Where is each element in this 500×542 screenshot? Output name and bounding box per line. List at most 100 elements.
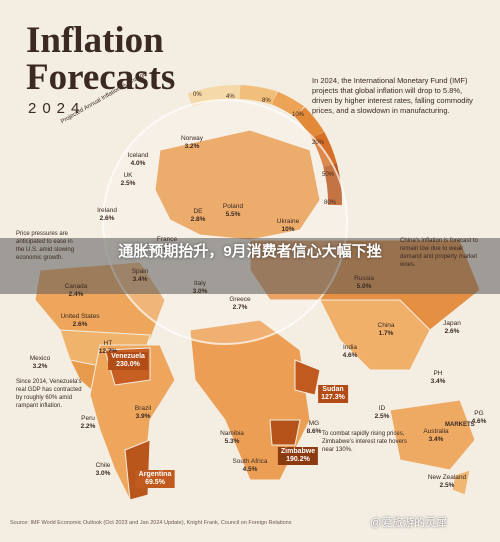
country-value: 3.2% [184,142,200,150]
country-name: UK [123,172,133,179]
country-value: 2.5% [374,412,390,420]
country-label: New Zealand 2.5% [428,474,466,489]
watermark: @爱旅游的灵犀 [370,517,448,529]
country-name: Sudan [322,386,344,393]
country-name: Iceland [127,152,149,159]
country-name: Argentina [138,471,172,478]
country-label: Poland 5.5% [223,203,243,218]
country-label: ID 2.5% [375,405,390,420]
country-label: PG 4.6% [472,410,487,425]
scale-arc [187,84,343,206]
country-label: HT 12.7% [99,340,117,355]
country-value: 2.5% [120,179,136,187]
country-name: China [377,322,395,329]
country-label: Greece 2.7% [229,296,250,311]
country-name: Ukraine [276,218,300,225]
country-label: Norway 3.2% [181,135,203,150]
country-value: 2.6% [444,327,460,335]
country-label: China 1.7% [378,322,395,337]
caption: 通胀预期抬升，9月消费者信心大幅下挫 [118,243,382,260]
country-value: 8.6% [306,427,322,435]
country-name: France [156,236,178,243]
caption-band [0,238,500,294]
country-value: 3.4% [132,275,148,283]
country-name: Japan [443,320,461,327]
country-name: Canada [64,283,88,290]
country-value: 1.7% [378,329,394,337]
country-value: 3.0% [192,287,208,295]
country-value: 3.9% [135,412,151,420]
country-name: Spain [131,268,149,275]
country-name: Norway [180,135,204,142]
country-name: HT [103,340,113,347]
country-value: 2.4% [68,290,84,298]
country-name: Mexico [29,355,51,362]
country-value: 12.7% [98,347,118,355]
country-name: Greece [229,296,251,303]
country-name: Italy [194,280,206,287]
overlay-circle [102,99,348,345]
country-name: Australia [423,428,449,435]
country-value: 3.0% [95,469,111,477]
country-value: 4.6% [342,351,358,359]
country-name: Poland [222,203,244,210]
country-label: Zimbabwe 190.2% [277,447,319,465]
scale-tick: 20% [312,140,325,146]
country-label: South Africa 4.5% [232,458,267,473]
country-name: United States [60,313,100,320]
country-label: DE 2.8% [191,208,206,223]
country-value: 230.0% [116,361,140,368]
country-label: Australia 3.4% [423,428,448,443]
country-name: New Zealand [427,474,467,481]
country-label: Spain 3.4% [132,268,149,283]
country-label: Russia 5.0% [354,275,374,290]
country-label: Peru 2.2% [81,415,96,430]
country-value: 3.2% [32,362,48,370]
country-label: Ukraine 10% [277,218,299,233]
country-label: France 2.5% [157,236,177,251]
year: 2024 [28,100,86,117]
country-value: 2.5% [439,481,455,489]
source: Source: IMF World Economic Outlook (Oct … [10,520,292,526]
country-label: Italy 3.0% [193,280,208,295]
note: To combat rapidly rising prices, Zimbabw… [322,431,407,453]
country-value: 4.5% [242,465,258,473]
country-value: 5.5% [225,210,241,218]
note: Since 2014, Venezuela's real GDP has con… [16,379,82,409]
country-value: 4.0% [130,159,146,167]
country-value: 69.5% [145,479,165,486]
country-value: 4.6% [471,417,487,425]
country-label: Chile 3.0% [96,462,111,477]
country-name: Russia [354,275,374,282]
country-name: MG [308,420,320,427]
country-name: Namibia [220,430,244,437]
scale-tick: 50% [322,172,335,178]
country-label: Brazil 3.9% [135,405,151,420]
country-label: PH 3.4% [431,370,446,385]
country-name: ID [378,405,386,412]
country-name: Chile [95,462,111,469]
scale-tick: 0% [193,92,202,98]
country-value: 2.7% [232,303,248,311]
country-value: 10% [281,225,295,233]
country-label: United States 2.6% [60,313,99,328]
country-name: Ireland [97,207,117,214]
country-label: Mexico 3.2% [30,355,51,370]
country-value: 2.8% [190,215,206,223]
scale-tick: 10% [292,112,305,118]
country-name: Zimbabwe [280,448,316,455]
country-value: 2.6% [72,320,88,328]
country-value: 5.0% [356,282,372,290]
country-label: India 4.6% [343,344,358,359]
scale-tick: 4% [226,94,235,100]
country-value: 2.2% [80,422,96,430]
country-name: PH [433,370,443,377]
country-value: 2.5% [159,243,175,251]
country-label: UK 2.5% [121,172,136,187]
country-label: Ireland 2.6% [97,207,117,222]
country-value: 3.4% [430,377,446,385]
country-name: Venezuela [111,353,145,360]
scale-tick: 80% [324,200,337,206]
country-value: 190.2% [286,456,310,463]
